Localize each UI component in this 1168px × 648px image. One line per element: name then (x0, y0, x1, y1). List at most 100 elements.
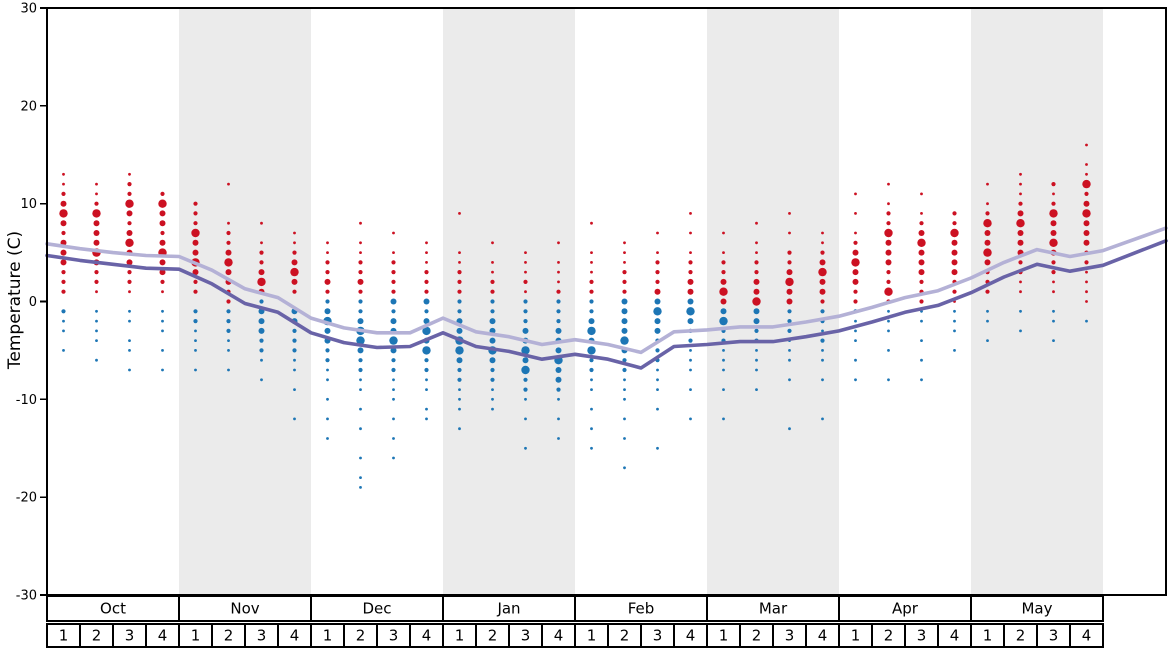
red-temp-dot (61, 289, 66, 294)
week-cell (1069, 623, 1104, 648)
blue-temp-dot (1052, 309, 1055, 313)
blue-temp-dot (755, 358, 758, 362)
blue-temp-dot (293, 358, 296, 362)
red-temp-dot (656, 251, 659, 255)
blue-temp-dot (128, 368, 131, 372)
red-temp-dot (1017, 239, 1024, 246)
blue-temp-dot (293, 417, 296, 421)
red-temp-dot (655, 279, 660, 284)
week-label: 3 (389, 627, 399, 645)
blue-temp-dot (854, 319, 857, 323)
blue-temp-dot (788, 427, 791, 431)
blue-temp-dot (491, 397, 494, 401)
blue-temp-dot (359, 407, 362, 411)
month-cell-nov (178, 595, 312, 622)
red-temp-dot (755, 221, 758, 225)
blue-temp-dot (587, 346, 596, 355)
red-temp-dot (60, 249, 67, 256)
blue-temp-dot (359, 388, 362, 391)
week-label: 4 (422, 627, 432, 645)
blue-temp-dot (887, 319, 890, 323)
blue-temp-dot (953, 349, 956, 352)
red-temp-dot (325, 260, 330, 265)
blue-temp-dot (489, 337, 496, 344)
blue-temp-dot (755, 368, 758, 372)
red-temp-dot (125, 238, 134, 247)
blue-temp-dot (920, 358, 923, 362)
red-temp-dot (622, 270, 627, 275)
month-label: May (1021, 600, 1052, 618)
blue-temp-dot (95, 339, 98, 342)
red-temp-dot (788, 212, 791, 215)
blue-temp-dot (490, 377, 495, 382)
blue-temp-dot (457, 309, 462, 314)
blue-temp-dot (193, 319, 198, 324)
red-temp-dot (325, 270, 330, 275)
red-temp-dot (192, 269, 199, 276)
red-temp-dot (853, 240, 858, 245)
blue-temp-dot (653, 307, 662, 316)
y-tick-label: 0 (29, 295, 37, 310)
blue-temp-dot (391, 358, 396, 363)
blue-temp-dot (590, 378, 593, 382)
blue-temp-dot (524, 446, 527, 450)
week-label: 3 (125, 627, 135, 645)
blue-temp-dot (95, 329, 98, 333)
red-temp-dot (623, 251, 626, 255)
red-temp-dot (61, 279, 66, 284)
red-temp-dot (62, 172, 65, 176)
red-temp-dot (886, 211, 891, 216)
red-temp-dot (786, 269, 793, 276)
blue-temp-dot (392, 437, 395, 440)
red-temp-dot (225, 269, 232, 276)
y-tick-label: -20 (16, 491, 37, 506)
red-temp-dot (818, 267, 827, 277)
red-temp-dot (291, 278, 298, 285)
red-temp-dot (425, 261, 428, 264)
blue-temp-dot (887, 329, 890, 333)
red-temp-dot (95, 290, 98, 294)
red-temp-dot (128, 290, 131, 294)
red-temp-dot (458, 261, 461, 264)
red-temp-dot (458, 251, 461, 255)
red-temp-dot (885, 259, 892, 266)
red-temp-dot (226, 240, 231, 245)
blue-temp-dot (689, 388, 692, 391)
week-label: 4 (554, 627, 564, 645)
red-temp-dot (687, 288, 694, 295)
red-temp-dot (127, 182, 132, 187)
blue-temp-dot (161, 319, 164, 323)
red-temp-dot (193, 221, 198, 226)
red-temp-dot (754, 260, 759, 265)
week-label: 1 (719, 627, 729, 645)
blue-temp-dot (887, 309, 890, 313)
blue-temp-dot (359, 476, 362, 479)
blue-temp-dot (854, 358, 857, 362)
blue-temp-dot (1019, 329, 1022, 333)
red-temp-dot (654, 288, 661, 295)
blue-temp-dot (489, 357, 496, 364)
blue-temp-dot (194, 329, 197, 333)
red-temp-dot (886, 221, 891, 226)
red-temp-dot (819, 278, 826, 285)
red-temp-dot (491, 241, 494, 245)
week-label: 3 (785, 627, 795, 645)
blue-temp-dot (821, 358, 824, 362)
red-temp-dot (887, 182, 890, 186)
blue-temp-dot (524, 397, 527, 401)
red-temp-dot (919, 221, 924, 226)
red-temp-dot (324, 278, 331, 285)
blue-temp-dot (325, 358, 330, 363)
blue-temp-dot (95, 309, 98, 313)
blue-temp-dot (227, 339, 230, 342)
blue-temp-dot (326, 437, 329, 440)
red-temp-dot (557, 261, 560, 264)
red-temp-dot (491, 270, 494, 274)
blue-temp-dot (422, 346, 431, 355)
blue-temp-dot (623, 417, 626, 421)
blue-temp-dot (688, 338, 693, 343)
red-temp-dot (61, 270, 66, 275)
blue-temp-dot (854, 378, 857, 382)
week-label: 4 (818, 627, 828, 645)
blue-temp-dot (456, 327, 463, 334)
